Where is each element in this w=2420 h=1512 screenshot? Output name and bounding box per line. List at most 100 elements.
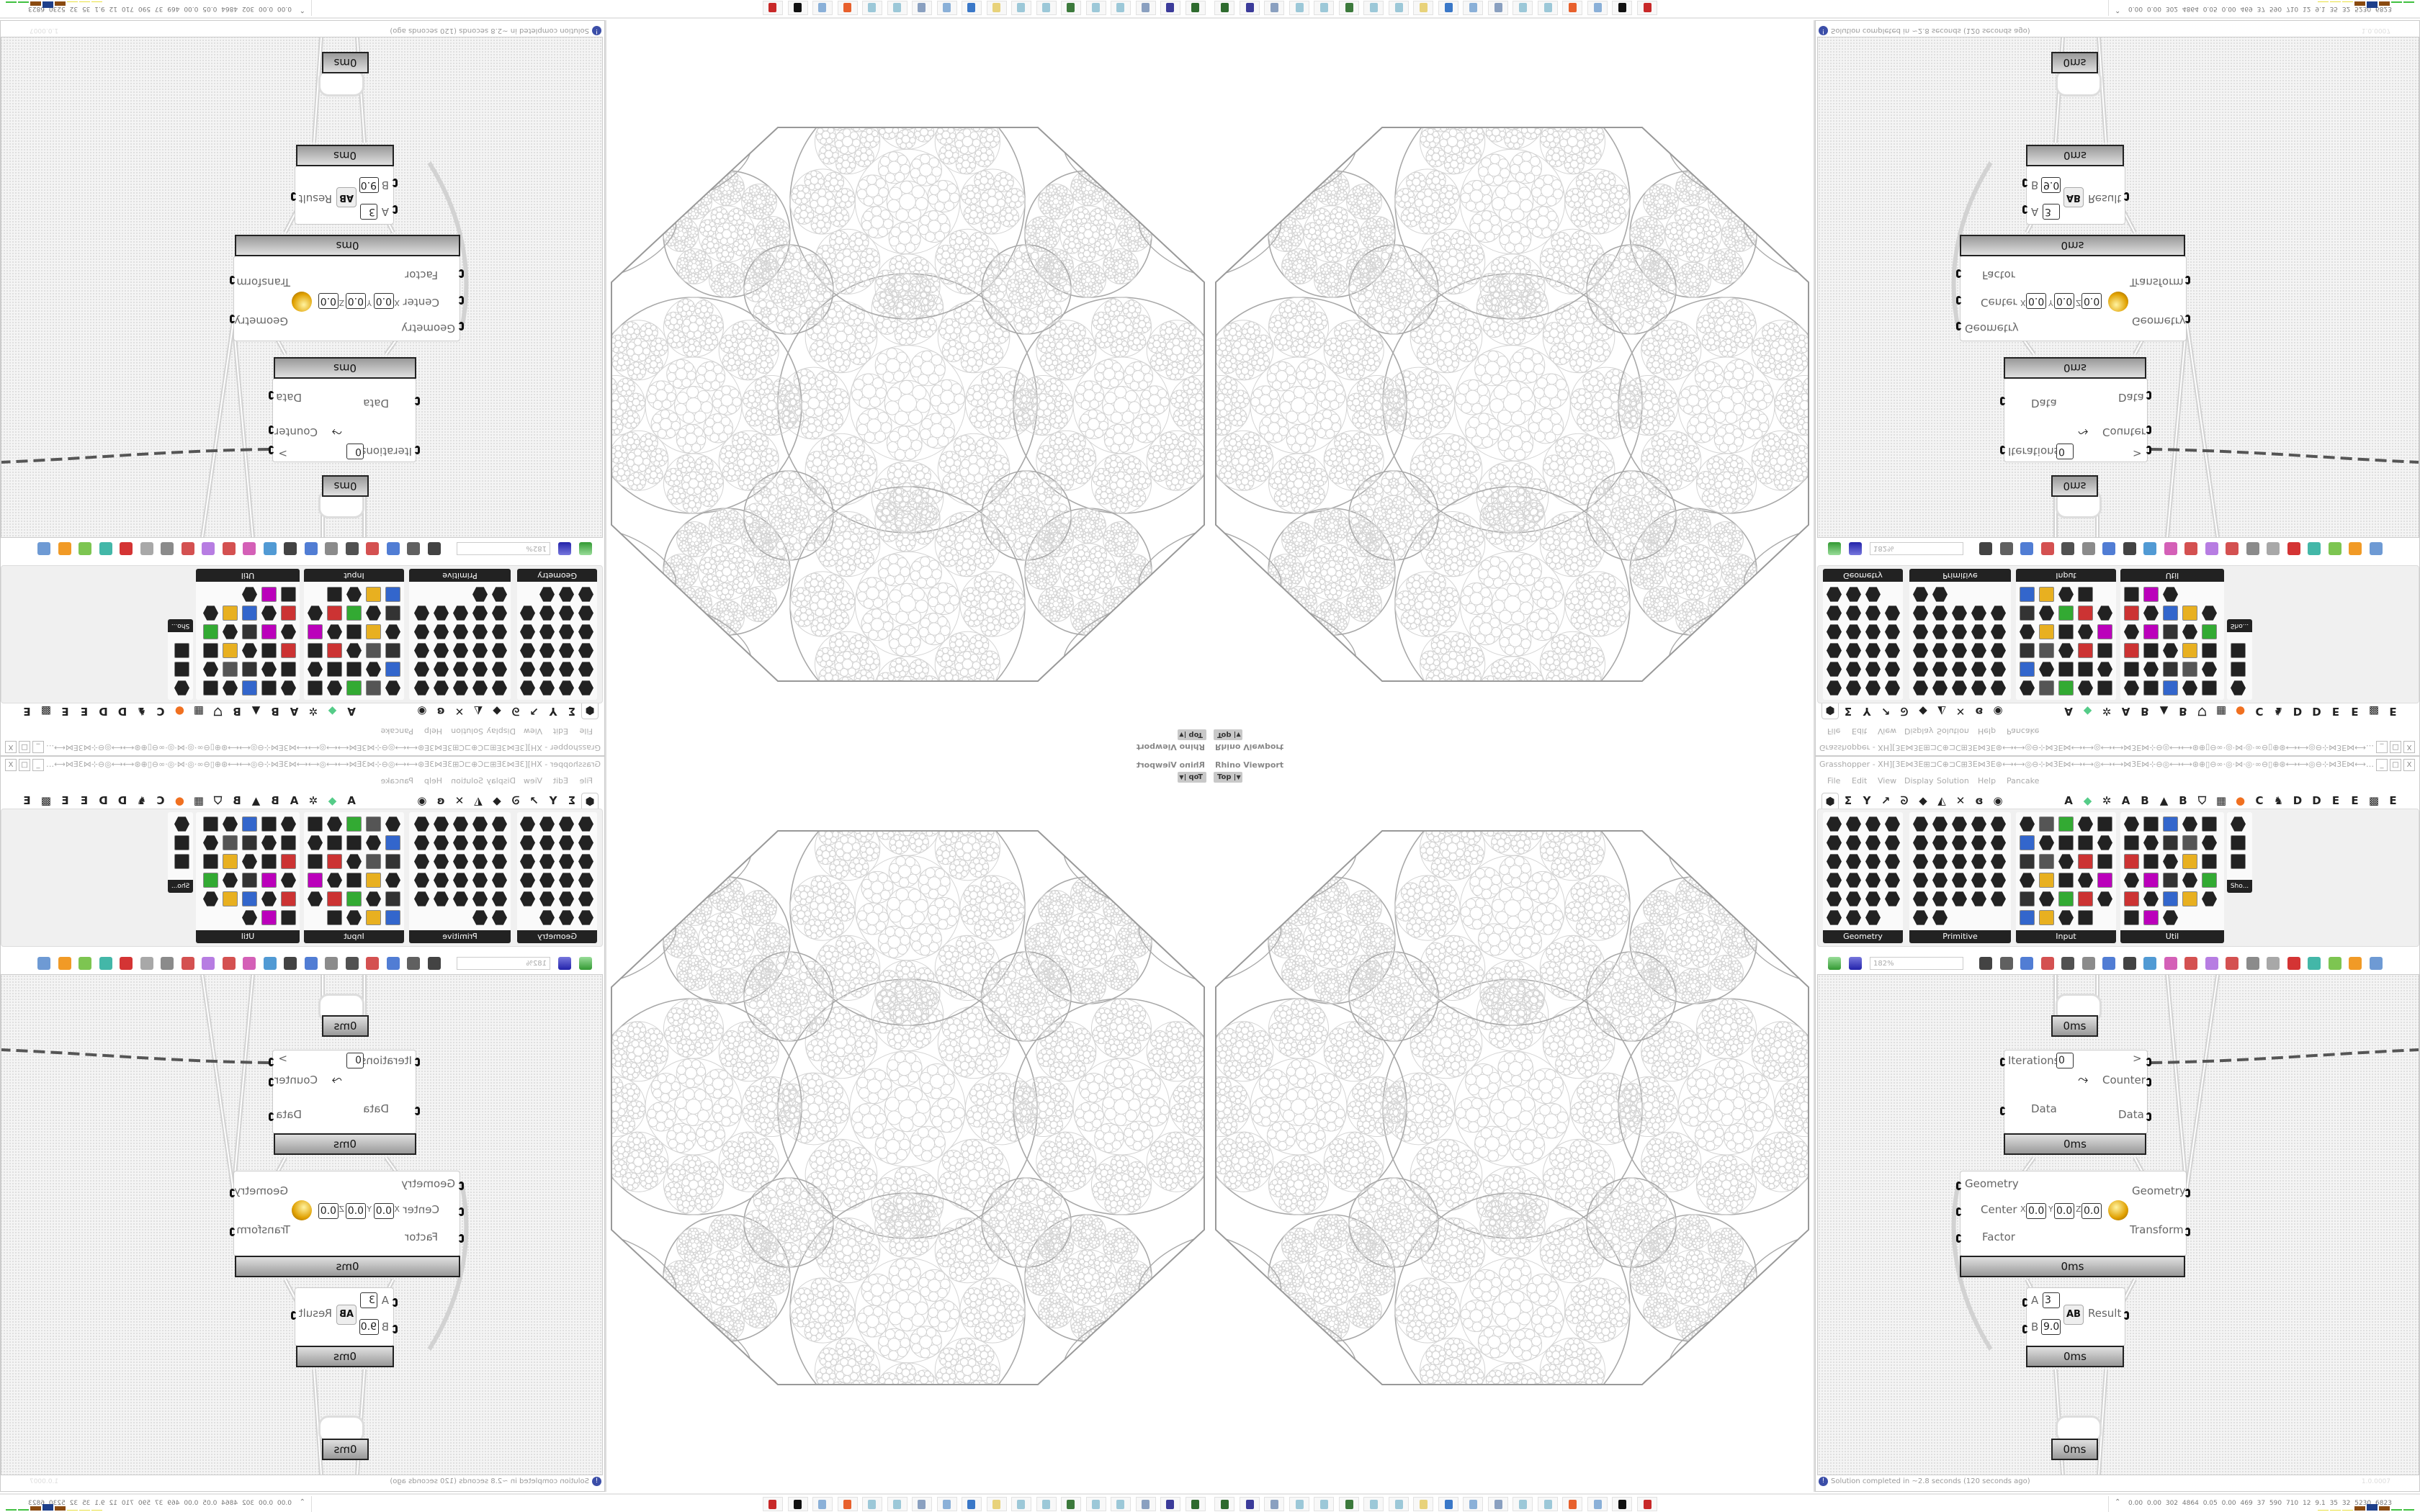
circle <box>1489 1072 1501 1084</box>
circle <box>1242 1144 1249 1151</box>
circle <box>1361 937 1366 941</box>
circle <box>1587 950 1596 960</box>
circle <box>1504 811 1512 819</box>
circle <box>1511 1086 1526 1102</box>
circle <box>1577 1028 1587 1038</box>
circle <box>1451 1035 1461 1045</box>
circle <box>1785 1025 1793 1032</box>
circle <box>1361 890 1366 895</box>
circle <box>1413 931 1420 938</box>
circle <box>1687 1164 1695 1172</box>
circle <box>1538 1079 1554 1094</box>
circle <box>1303 1207 1310 1214</box>
circle <box>1613 1301 1621 1308</box>
circle <box>1434 1176 1444 1187</box>
circle <box>1299 1316 1304 1321</box>
circle <box>1564 1264 1572 1272</box>
circle <box>1572 1036 1585 1049</box>
circle <box>1296 1078 1307 1089</box>
circle <box>1488 809 1494 815</box>
circle <box>1256 1146 1265 1154</box>
circle <box>1517 1033 1527 1043</box>
circle <box>1634 1120 1642 1129</box>
circle <box>1572 1169 1585 1182</box>
circle <box>1686 953 1693 959</box>
circle <box>1295 1066 1308 1079</box>
circle <box>1577 872 1585 880</box>
circle <box>1305 1097 1318 1110</box>
circle <box>1665 1115 1672 1122</box>
circle <box>1377 1246 1381 1251</box>
circle <box>1464 863 1471 870</box>
circle <box>1474 950 1482 957</box>
circle <box>1240 1056 1248 1064</box>
circle <box>1731 896 1736 900</box>
circle <box>1335 1143 1343 1152</box>
circle <box>1370 916 1374 921</box>
circle <box>1337 882 1343 887</box>
circle <box>1722 955 1727 960</box>
circle <box>1521 1059 1533 1071</box>
circle <box>1596 888 1603 896</box>
circle <box>1216 1094 1233 1119</box>
circle <box>1444 982 1451 989</box>
circle <box>1497 1087 1512 1102</box>
circle <box>1674 973 1678 978</box>
circle <box>1530 995 1538 1004</box>
circle <box>1623 1105 1632 1114</box>
circle <box>1567 1245 1578 1256</box>
circle <box>1498 888 1512 902</box>
circle <box>1572 1317 1579 1324</box>
circle <box>1291 1041 1298 1048</box>
circle <box>1516 840 1525 849</box>
circle <box>1786 1104 1793 1112</box>
circle <box>1533 1137 1545 1149</box>
circle <box>1449 1292 1456 1300</box>
circle <box>1594 1110 1604 1120</box>
circle <box>1492 831 1500 834</box>
circle <box>1549 1041 1559 1051</box>
circle <box>1654 909 1660 914</box>
circle <box>1541 1314 1554 1328</box>
circle <box>1444 822 1450 827</box>
rhino-viewport[interactable]: Rhino Viewport Top ▼ <box>1210 756 1815 1492</box>
circle <box>1439 831 1446 834</box>
circle <box>1243 1107 1250 1115</box>
circle <box>1688 1171 1695 1178</box>
circle <box>1366 892 1371 897</box>
circle <box>1778 1056 1787 1064</box>
circle <box>1319 881 1323 886</box>
circle <box>1567 1364 1578 1376</box>
circle <box>1231 1121 1237 1128</box>
circle <box>1489 1181 1500 1190</box>
circle <box>1691 1145 1698 1152</box>
circle <box>1556 863 1566 872</box>
circle <box>1348 1307 1353 1311</box>
circle <box>1370 1233 1375 1238</box>
circle <box>1563 1068 1571 1076</box>
circle <box>1402 914 1410 922</box>
circle <box>1371 1061 1378 1067</box>
circle <box>1451 1193 1461 1203</box>
circle <box>1494 811 1500 817</box>
circle <box>1346 1064 1353 1071</box>
circle <box>1408 1308 1415 1315</box>
circle <box>1435 823 1441 829</box>
circle <box>1675 1066 1683 1075</box>
circle <box>1730 1022 1739 1030</box>
circle <box>1288 1262 1293 1267</box>
circle <box>1521 801 1541 820</box>
circle <box>1494 1394 1500 1400</box>
circle <box>1570 1309 1579 1318</box>
circle <box>1510 1368 1519 1377</box>
circle <box>1723 937 1728 941</box>
circle <box>1294 1320 1299 1326</box>
circle <box>1312 1246 1317 1251</box>
circle <box>1676 1074 1682 1081</box>
circle <box>1585 1107 1592 1115</box>
circle <box>1501 831 1510 834</box>
circle <box>1577 1107 1587 1117</box>
circle <box>1456 984 1466 994</box>
circle <box>1537 831 1544 832</box>
circle <box>1307 971 1312 976</box>
